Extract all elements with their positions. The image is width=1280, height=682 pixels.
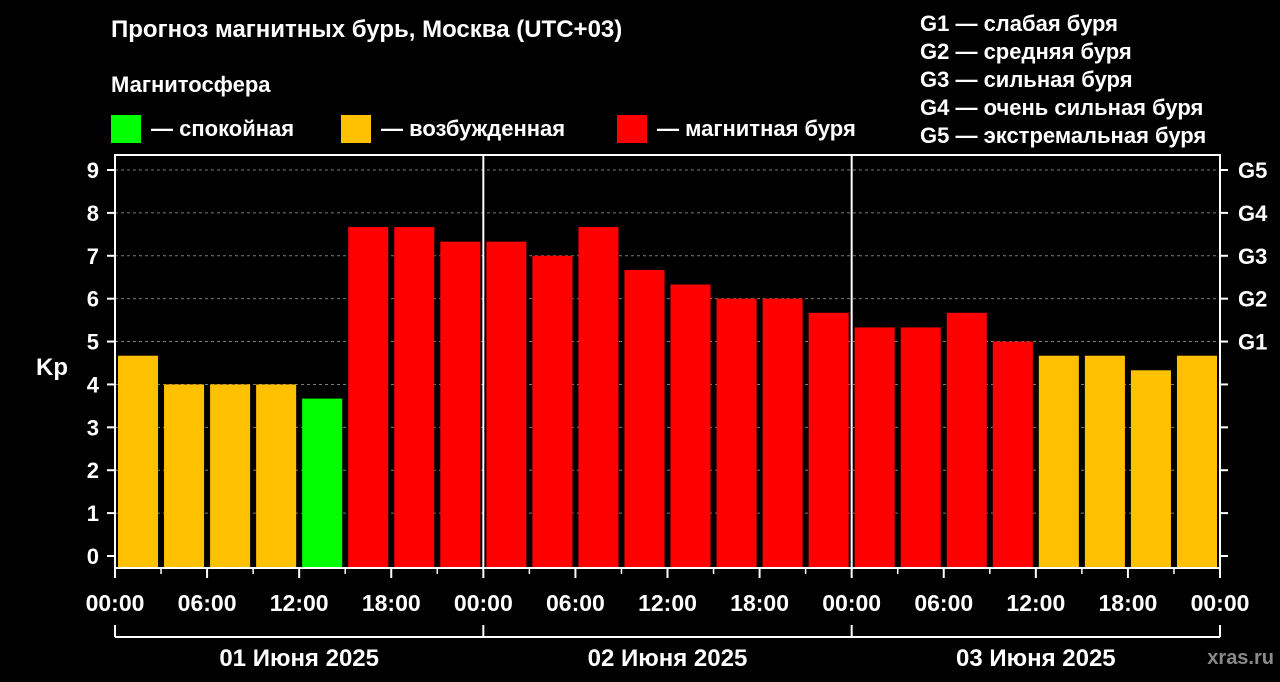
bar <box>854 327 895 568</box>
bar <box>164 384 205 568</box>
bar <box>1176 355 1217 568</box>
x-tick-label: 18:00 <box>730 590 789 616</box>
g-level-label: G3 <box>1238 244 1267 269</box>
bar <box>900 327 941 568</box>
g-level-label: G2 <box>1238 287 1267 312</box>
g-scale-item-g3: G3 — сильная буря <box>920 67 1133 92</box>
bar <box>716 298 757 568</box>
legend-subtitle: Магнитосфера <box>111 72 271 97</box>
y-tick-label: 0 <box>87 544 99 569</box>
g-level-label: G4 <box>1238 201 1268 226</box>
y-tick-label: 2 <box>87 458 99 483</box>
bar <box>808 312 849 568</box>
bar <box>118 355 159 568</box>
day-label: 03 Июня 2025 <box>956 645 1116 672</box>
bar <box>394 227 435 568</box>
y-tick-label: 3 <box>87 415 99 440</box>
g-level-label: G5 <box>1238 158 1267 183</box>
x-tick-label: 00:00 <box>1191 590 1250 616</box>
watermark: xras.ru <box>1207 647 1274 669</box>
bar <box>302 398 343 568</box>
x-tick-label: 06:00 <box>178 590 237 616</box>
x-tick-label: 18:00 <box>362 590 421 616</box>
legend-label-excited: — возбужденная <box>381 116 566 141</box>
x-tick-label: 12:00 <box>1006 590 1065 616</box>
bar <box>256 384 297 568</box>
bar <box>946 312 987 568</box>
day-label: 01 Июня 2025 <box>219 645 379 672</box>
x-tick-label: 06:00 <box>914 590 973 616</box>
g-scale-item-g1: G1 — слабая буря <box>920 11 1119 36</box>
bar <box>762 298 803 568</box>
x-tick-label: 18:00 <box>1099 590 1158 616</box>
y-tick-label: 4 <box>87 372 100 397</box>
g-scale-list: G1 — слабая буря G2 — средняя буря G3 — … <box>920 10 1206 150</box>
legend-swatch-excited <box>341 115 371 143</box>
bar <box>1084 355 1125 568</box>
bar <box>348 227 389 568</box>
x-tick-label: 06:00 <box>546 590 605 616</box>
g-scale-item-g5: G5 — экстремальная буря <box>920 123 1207 148</box>
bar <box>992 341 1033 568</box>
x-tick-label: 12:00 <box>638 590 697 616</box>
g-scale-item-g4: G4 — очень сильная буря <box>920 95 1204 120</box>
y-tick-label: 1 <box>87 501 99 526</box>
y-tick-label: 9 <box>87 158 99 183</box>
bar <box>1130 370 1171 568</box>
bar <box>210 384 251 568</box>
legend-item-calm: — спокойная <box>111 115 294 143</box>
y-tick-label: 5 <box>87 330 99 355</box>
bar <box>1038 355 1079 568</box>
legend-item-storm: — магнитная буря <box>617 115 856 143</box>
g-scale-item-g2: G2 — средняя буря <box>920 39 1132 64</box>
y-tick-label: 6 <box>87 287 99 312</box>
legend-swatch-calm <box>111 115 141 143</box>
bar <box>532 255 573 568</box>
x-tick-label: 00:00 <box>454 590 513 616</box>
bar <box>578 227 619 568</box>
chart-title: Прогноз магнитных бурь, Москва (UTC+03) <box>111 16 623 43</box>
bar <box>440 241 481 568</box>
bar <box>486 241 527 568</box>
y-axis-label: Kp <box>36 354 68 381</box>
legend-item-excited: — возбужденная <box>341 115 565 143</box>
g-level-label: G1 <box>1238 330 1267 355</box>
y-tick-label: 8 <box>87 201 99 226</box>
bar <box>624 269 665 568</box>
x-tick-label: 00:00 <box>822 590 881 616</box>
legend-label-calm: — спокойная <box>151 116 295 141</box>
bar <box>670 284 711 568</box>
y-tick-label: 7 <box>87 244 99 269</box>
day-label: 02 Июня 2025 <box>588 645 748 672</box>
legend-label-storm: — магнитная буря <box>657 116 856 141</box>
x-tick-label: 00:00 <box>86 590 145 616</box>
x-tick-label: 12:00 <box>270 590 329 616</box>
legend-swatch-storm <box>617 115 647 143</box>
